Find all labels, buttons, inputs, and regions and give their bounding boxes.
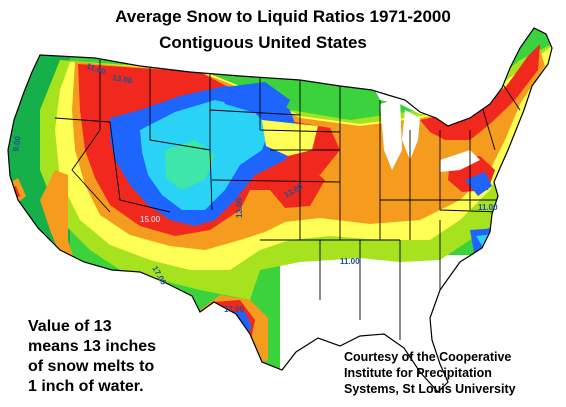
contour-label: 15.00 <box>140 215 161 224</box>
contour-label: 13.00 <box>235 197 244 218</box>
note-line: of snow melts to <box>28 358 155 375</box>
credit-line: Institute for Precipitation <box>344 366 492 380</box>
map-subtitle: Contiguous United States <box>159 33 367 52</box>
contour-label: 9.00 <box>11 135 23 152</box>
credit-line: Courtesy of the Cooperative <box>344 350 512 364</box>
contour-label: 17.00 <box>224 305 245 314</box>
contour-label: 11.00 <box>340 257 360 266</box>
note-line: 1 inch of water. <box>28 378 144 395</box>
credit-note: Courtesy of the Cooperative Institute fo… <box>344 349 554 397</box>
credit-line: Systems, St Louis University <box>344 382 516 396</box>
contour-label: 11.00 <box>478 203 498 212</box>
us-outline <box>7 27 553 393</box>
state-borders <box>54 60 521 340</box>
note-line: means 13 inches <box>28 338 157 355</box>
contour-label: 13.00 <box>112 73 134 85</box>
note-line: Value of 13 <box>28 318 112 335</box>
map-title: Average Snow to Liquid Ratios 1971-2000 <box>115 7 451 26</box>
explanation-note: Value of 13 means 13 inches of snow melt… <box>28 317 188 397</box>
